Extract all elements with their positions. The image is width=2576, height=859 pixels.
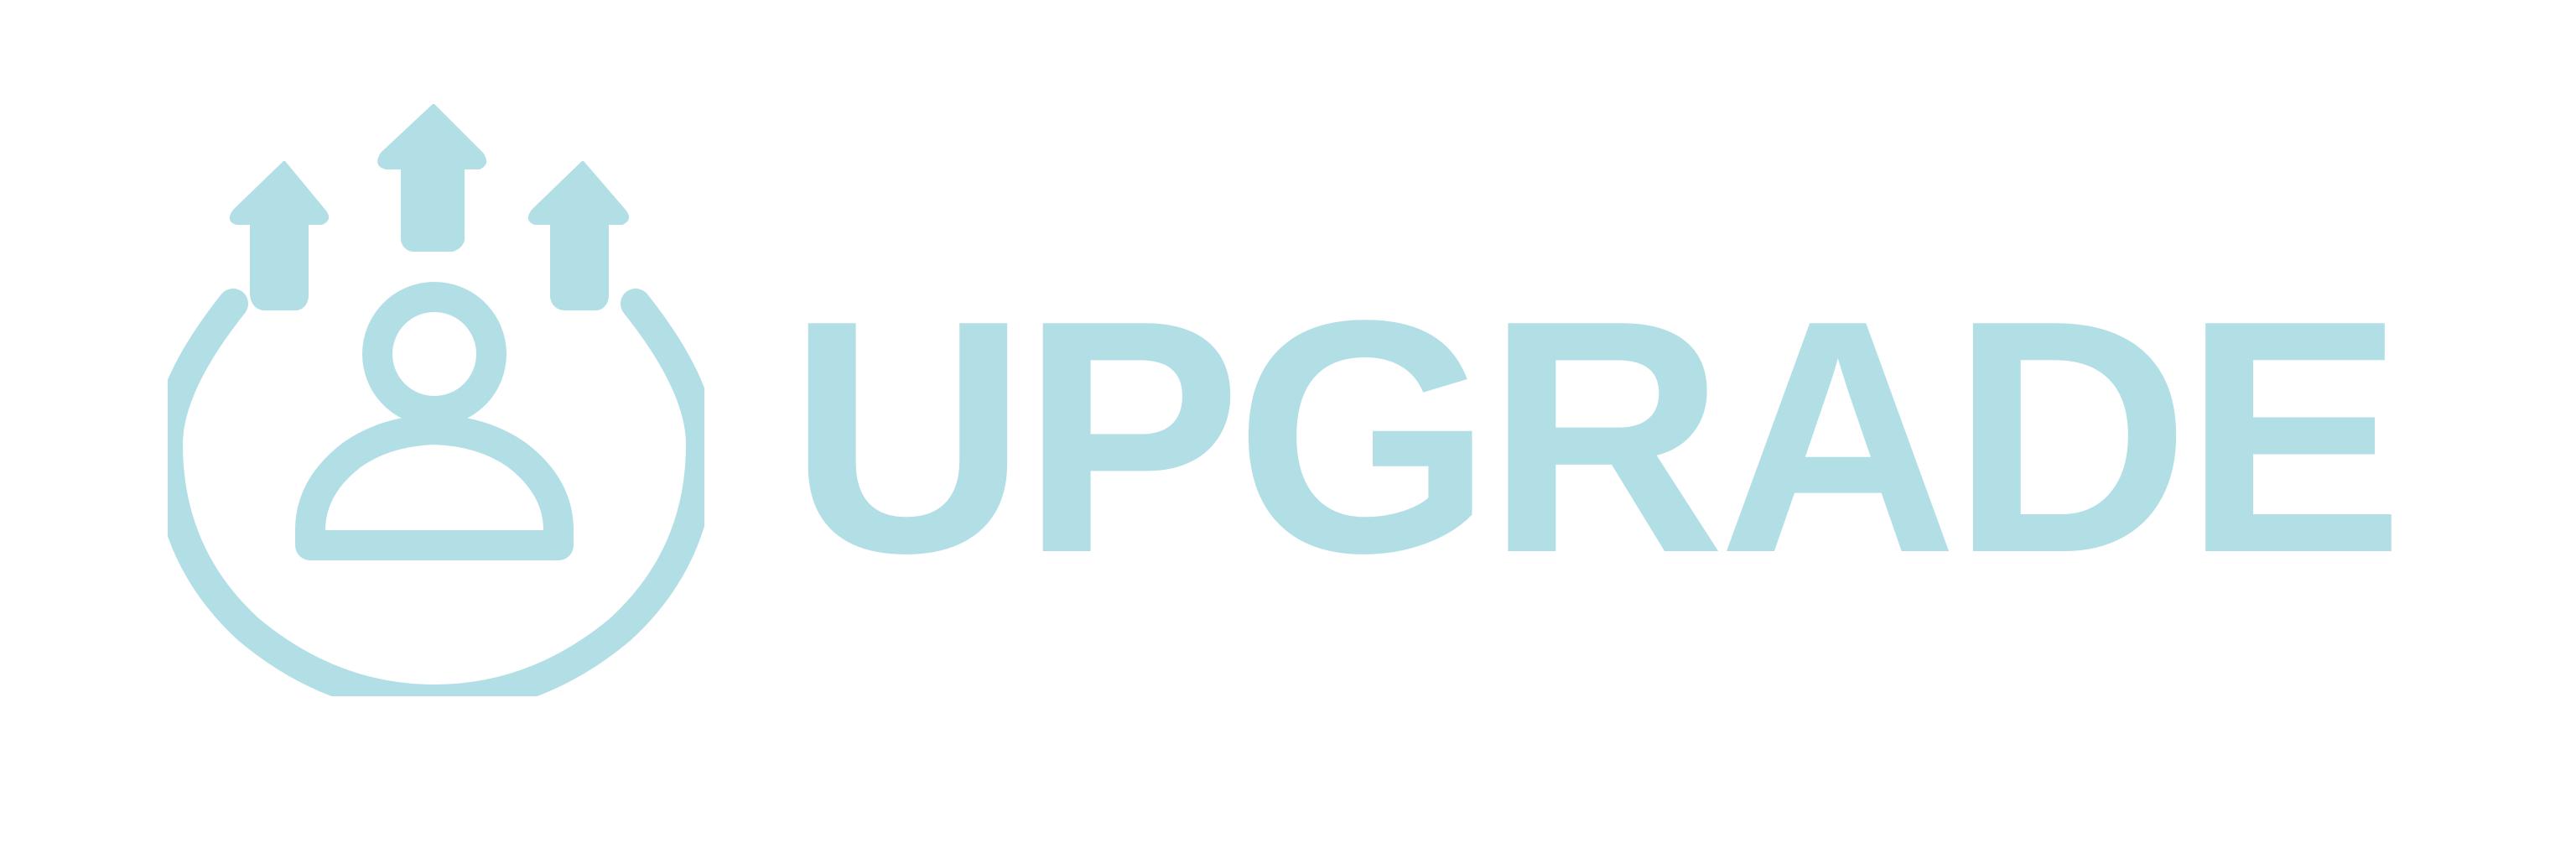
right-arrow-icon: [527, 161, 630, 310]
circle-swoosh-icon: [168, 289, 704, 696]
user-upgrade-icon: [168, 104, 704, 696]
center-arrow-icon: [377, 104, 487, 252]
left-arrow-icon: [229, 161, 330, 310]
person-body-icon: [295, 414, 574, 560]
upgrade-wordmark: UPGRADE: [788, 250, 2404, 622]
person-head-icon: [362, 282, 506, 426]
